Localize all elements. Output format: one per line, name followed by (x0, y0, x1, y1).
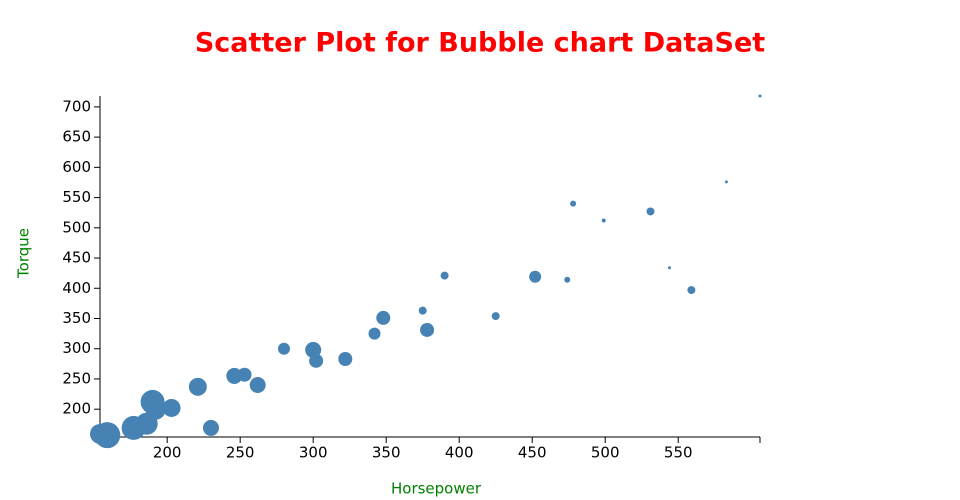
y-tick-label: 400 (62, 279, 91, 297)
y-tick-label: 550 (62, 188, 91, 206)
y-axis-label: Torque (15, 228, 33, 279)
bubble (202, 419, 219, 436)
bubble (687, 286, 696, 295)
y-tick-label: 350 (62, 309, 91, 327)
bubble (162, 398, 181, 417)
y-tick-label: 600 (62, 158, 91, 176)
bubble (758, 94, 762, 98)
bubble (724, 180, 728, 184)
y-tick-label: 300 (62, 339, 91, 357)
bubble (376, 310, 391, 325)
bubble (564, 276, 571, 283)
bubble (277, 342, 290, 355)
bubble (420, 322, 435, 337)
x-axis-label: Horsepower (391, 480, 482, 498)
bubble (249, 377, 266, 394)
bubble (570, 200, 577, 207)
y-tick-label: 250 (62, 369, 91, 387)
bubble (646, 207, 655, 216)
y-tick-label: 450 (62, 249, 91, 267)
y-tick-label: 500 (62, 218, 91, 236)
chart-title: Scatter Plot for Bubble chart DataSet (195, 28, 765, 59)
x-tick-label: 300 (299, 444, 328, 462)
x-tick-label: 350 (372, 444, 401, 462)
bubble (94, 422, 121, 449)
bubble (440, 271, 449, 280)
y-tick-label: 200 (62, 400, 91, 418)
bubble (368, 327, 381, 340)
x-tick-label: 500 (591, 444, 620, 462)
bubble (145, 399, 166, 420)
x-tick-label: 400 (445, 444, 474, 462)
y-tick-label: 700 (62, 97, 91, 115)
x-tick-label: 450 (518, 444, 547, 462)
bubble (188, 377, 207, 396)
bubble (601, 218, 606, 223)
bubble (491, 312, 500, 321)
bubble (309, 353, 324, 368)
x-tick-label: 550 (664, 444, 693, 462)
bubble (667, 266, 671, 270)
bubble (338, 352, 353, 367)
bubble (418, 306, 427, 315)
x-tick-label: 200 (153, 444, 182, 462)
x-tick-label: 250 (226, 444, 255, 462)
y-tick-label: 650 (62, 128, 91, 146)
bubble (529, 270, 542, 283)
bubble (237, 367, 252, 382)
